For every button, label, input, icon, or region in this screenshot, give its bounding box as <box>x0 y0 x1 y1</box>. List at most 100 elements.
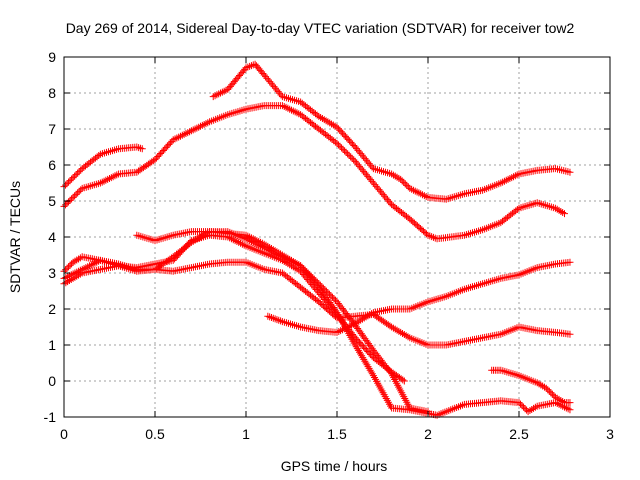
data-point <box>511 172 519 180</box>
data-point <box>280 252 288 260</box>
data-point <box>351 341 359 349</box>
data-point <box>217 89 225 97</box>
data-point <box>104 175 112 183</box>
data-point <box>367 368 375 376</box>
data-point <box>559 398 567 406</box>
data-point <box>84 263 92 271</box>
data-point <box>366 311 374 319</box>
data-point <box>355 348 363 356</box>
data-point <box>195 123 203 131</box>
y-tick-label: 3 <box>48 265 56 281</box>
data-point <box>557 396 565 404</box>
data-point <box>200 121 208 128</box>
data-point <box>213 91 221 99</box>
data-point <box>544 386 552 394</box>
data-point <box>333 139 341 147</box>
data-point <box>69 270 77 278</box>
data-point <box>138 145 146 153</box>
data-point <box>397 328 405 336</box>
data-point <box>193 235 201 243</box>
data-point <box>566 399 574 407</box>
data-point <box>413 188 421 196</box>
data-point <box>91 259 99 267</box>
data-point <box>269 246 277 254</box>
data-point <box>319 284 327 292</box>
y-tick-label: 1 <box>48 337 56 353</box>
data-point <box>339 145 347 153</box>
data-point <box>293 109 301 117</box>
data-point <box>357 316 365 324</box>
data-point <box>400 331 408 339</box>
data-point <box>330 295 338 303</box>
data-point <box>400 377 408 385</box>
data-point <box>186 128 194 136</box>
data-point <box>289 107 297 115</box>
data-point <box>193 124 201 132</box>
data-point <box>566 406 574 414</box>
data-point <box>426 232 434 240</box>
data-point <box>327 292 335 300</box>
data-point <box>175 133 183 141</box>
data-point <box>71 172 79 180</box>
data-point <box>271 315 279 323</box>
data-point <box>399 376 407 384</box>
y-tick-label: 7 <box>48 121 56 137</box>
data-point <box>386 199 394 207</box>
data-point <box>335 328 343 335</box>
data-point <box>291 259 299 267</box>
data-point <box>297 262 305 270</box>
data-point <box>499 178 507 186</box>
data-point <box>63 264 71 272</box>
data-point <box>404 333 412 341</box>
data-point <box>317 113 325 121</box>
data-point <box>275 249 283 257</box>
data-point <box>75 267 83 275</box>
data-point <box>266 313 274 321</box>
data-point <box>322 117 330 125</box>
data-point <box>229 236 237 244</box>
data-point <box>75 187 83 195</box>
data-point <box>400 178 408 186</box>
data-point <box>242 231 250 239</box>
data-point <box>341 147 349 155</box>
data-point <box>422 193 430 200</box>
data-point <box>395 327 403 335</box>
y-tick-label: 8 <box>48 85 56 101</box>
data-point <box>73 256 81 264</box>
series-s2 <box>60 102 568 243</box>
data-point <box>102 176 110 184</box>
data-point <box>397 175 405 183</box>
data-point <box>136 144 144 152</box>
data-point <box>510 173 518 181</box>
data-point <box>521 405 529 413</box>
data-point <box>333 328 341 336</box>
data-point <box>237 239 245 247</box>
data-point <box>548 390 556 398</box>
data-point <box>366 366 374 374</box>
data-point <box>231 237 239 245</box>
data-point <box>502 176 510 184</box>
x-tick-label: 1 <box>242 426 250 442</box>
data-point <box>362 359 370 367</box>
data-point <box>71 257 79 265</box>
data-point <box>497 179 505 187</box>
x-axis-label: GPS time / hours <box>281 458 388 474</box>
data-point <box>96 179 104 187</box>
data-point <box>62 201 70 209</box>
data-point <box>65 178 73 186</box>
data-point <box>318 115 326 123</box>
data-point <box>289 257 297 265</box>
data-point <box>545 387 553 395</box>
data-point <box>337 327 345 335</box>
data-point <box>335 141 343 149</box>
data-point <box>391 325 399 333</box>
data-point <box>65 263 73 271</box>
data-point <box>220 87 228 95</box>
data-point <box>348 321 356 329</box>
data-point <box>191 125 199 133</box>
data-point <box>253 237 261 245</box>
data-point <box>345 151 353 159</box>
data-point <box>306 271 314 279</box>
data-point <box>354 346 362 354</box>
